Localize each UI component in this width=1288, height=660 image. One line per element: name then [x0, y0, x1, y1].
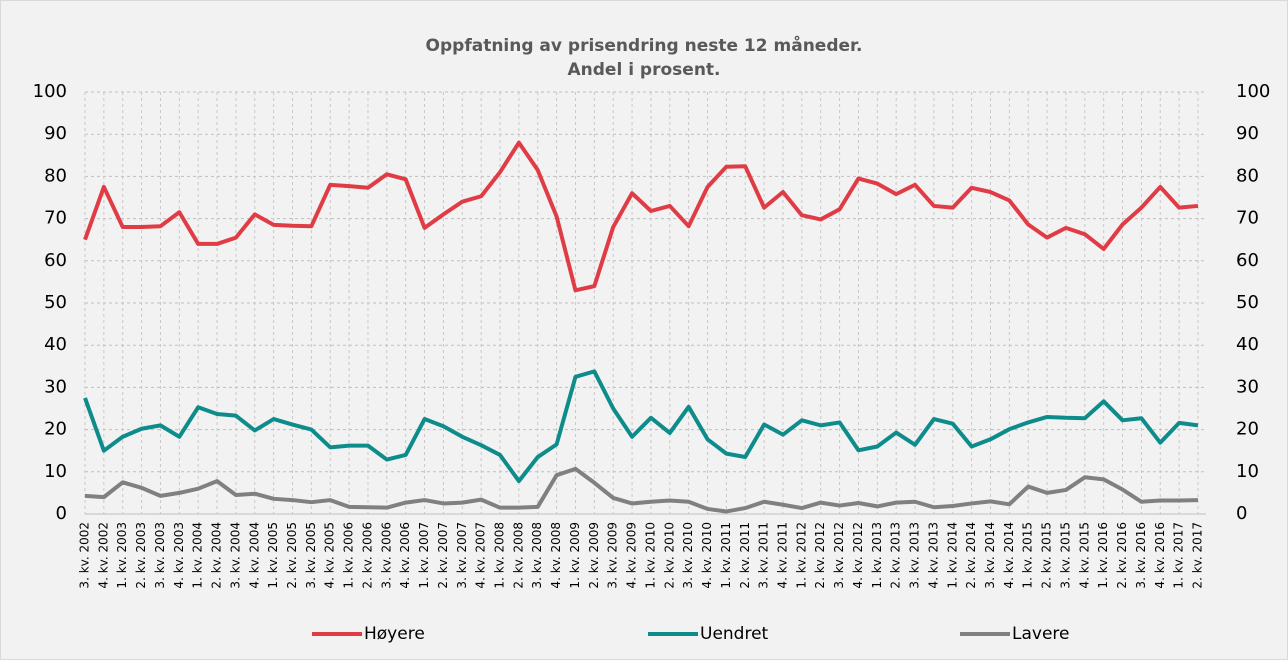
x-tick-label: 3. kv. 2006	[379, 522, 393, 589]
x-tick-label: 2. kv. 2015	[1040, 522, 1054, 589]
x-tick-label: 2. kv. 2016	[1115, 522, 1129, 589]
x-tick-label: 1. kv. 2004	[191, 522, 205, 589]
x-tick-label: 3. kv. 2007	[455, 522, 469, 589]
x-tick-label: 2. kv. 2004	[210, 522, 224, 589]
y-tick-label: 60	[44, 250, 67, 271]
x-tick-label: 3. kv. 2003	[153, 522, 167, 589]
x-tick-label: 1. kv. 2016	[1096, 522, 1110, 589]
y2-tick-label: 30	[1236, 376, 1259, 397]
x-tick-label: 4. kv. 2007	[474, 522, 488, 589]
x-tick-label: 2. kv. 2010	[662, 522, 676, 589]
x-tick-label: 1. kv. 2017	[1172, 522, 1186, 589]
x-tick-label: 4. kv. 2009	[625, 522, 639, 589]
x-tick-label: 4. kv. 2002	[96, 522, 110, 589]
x-tick-label: 1. kv. 2010	[643, 522, 657, 589]
series-line	[83, 140, 1199, 293]
x-tick-label: 3. kv. 2011	[757, 522, 771, 589]
x-tick-label: 3. kv. 2014	[983, 522, 997, 589]
x-tick-label: 1. kv. 2011	[719, 522, 733, 589]
y2-tick-label: 100	[1236, 81, 1270, 102]
x-tick-label: 2. kv. 2009	[587, 522, 601, 589]
y-tick-label: 0	[56, 503, 67, 524]
x-tick-label: 4. kv. 2014	[1002, 522, 1016, 589]
x-tick-label: 4. kv. 2012	[851, 522, 865, 589]
x-tick-label: 2. kv. 2017	[1191, 522, 1205, 589]
y2-tick-label: 40	[1236, 334, 1259, 355]
y2-tick-label: 60	[1236, 250, 1259, 271]
x-tick-label: 4. kv. 2005	[323, 522, 337, 589]
x-tick-label: 4. kv. 2011	[775, 522, 789, 589]
x-tick-label: 1. kv. 2005	[266, 522, 280, 589]
y-tick-label: 70	[44, 208, 67, 229]
x-tick-label: 1. kv. 2003	[115, 522, 129, 589]
y2-tick-label: 20	[1236, 419, 1259, 440]
y-tick-label: 100	[33, 81, 67, 102]
x-tick-label: 1. kv. 2006	[342, 522, 356, 589]
x-tick-label: 4. kv. 2008	[549, 522, 563, 589]
x-tick-label: 2. kv. 2012	[813, 522, 827, 589]
x-tick-label: 4. kv. 2016	[1153, 522, 1167, 589]
y2-tick-label: 0	[1236, 503, 1247, 524]
y-tick-label: 90	[44, 123, 67, 144]
y2-tick-label: 90	[1236, 123, 1259, 144]
x-tick-label: 2. kv. 2011	[738, 522, 752, 589]
x-tick-label: 3. kv. 2005	[304, 522, 318, 589]
x-tick-label: 3. kv. 2016	[1134, 522, 1148, 589]
y2-tick-label: 10	[1236, 461, 1259, 482]
x-tick-label: 2. kv. 2005	[285, 522, 299, 589]
x-tick-label: 1. kv. 2007	[417, 522, 431, 589]
x-tick-label: 1. kv. 2015	[1021, 522, 1035, 589]
series-line	[83, 369, 1199, 484]
y-tick-label: 40	[44, 334, 67, 355]
x-tick-label: 4. kv. 2004	[247, 522, 261, 589]
y-tick-label: 50	[44, 292, 67, 313]
chart-title: Andel i prosent.	[567, 60, 720, 80]
x-tick-label: 2. kv. 2006	[360, 522, 374, 589]
x-tick-label: 2. kv. 2008	[511, 522, 525, 589]
x-tick-label: 4. kv. 2003	[172, 522, 186, 589]
legend-label: Høyere	[364, 624, 425, 644]
y2-tick-label: 70	[1236, 208, 1259, 229]
y-tick-label: 20	[44, 419, 67, 440]
x-tick-label: 4. kv. 2010	[700, 522, 714, 589]
x-tick-label: 1. kv. 2012	[794, 522, 808, 589]
y2-tick-label: 50	[1236, 292, 1259, 313]
x-tick-label: 1. kv. 2013	[870, 522, 884, 589]
x-tick-label: 3. kv. 2010	[681, 522, 695, 589]
x-tick-label: 4. kv. 2013	[926, 522, 940, 589]
series-line	[84, 466, 1199, 514]
x-tick-label: 2. kv. 2007	[436, 522, 450, 589]
legend-label: Uendret	[700, 624, 769, 644]
x-tick-label: 3. kv. 2009	[606, 522, 620, 589]
x-tick-label: 2. kv. 2013	[889, 522, 903, 589]
y-tick-label: 80	[44, 165, 67, 186]
x-tick-label: 3. kv. 2012	[832, 522, 846, 589]
x-tick-label: 3. kv. 2015	[1058, 522, 1072, 589]
x-tick-label: 4. kv. 2015	[1077, 522, 1091, 589]
x-tick-label: 3. kv. 2004	[228, 522, 242, 589]
x-tick-label: 3. kv. 2008	[530, 522, 544, 589]
x-tick-label: 2. kv. 2003	[134, 522, 148, 589]
chart-title: Oppfatning av prisendring neste 12 måned…	[426, 34, 863, 56]
x-tick-label: 3. kv. 2013	[908, 522, 922, 589]
x-tick-label: 1. kv. 2008	[493, 522, 507, 589]
x-tick-label: 3. kv. 2002	[78, 522, 92, 589]
y2-tick-label: 80	[1236, 165, 1259, 186]
legend-label: Lavere	[1012, 624, 1069, 644]
x-tick-label: 2. kv. 2014	[964, 522, 978, 589]
x-tick-label: 1. kv. 2014	[945, 522, 959, 589]
x-tick-label: 4. kv. 2006	[398, 522, 412, 589]
x-tick-label: 1. kv. 2009	[568, 522, 582, 589]
y-tick-label: 10	[44, 461, 67, 482]
y-tick-label: 30	[44, 376, 67, 397]
